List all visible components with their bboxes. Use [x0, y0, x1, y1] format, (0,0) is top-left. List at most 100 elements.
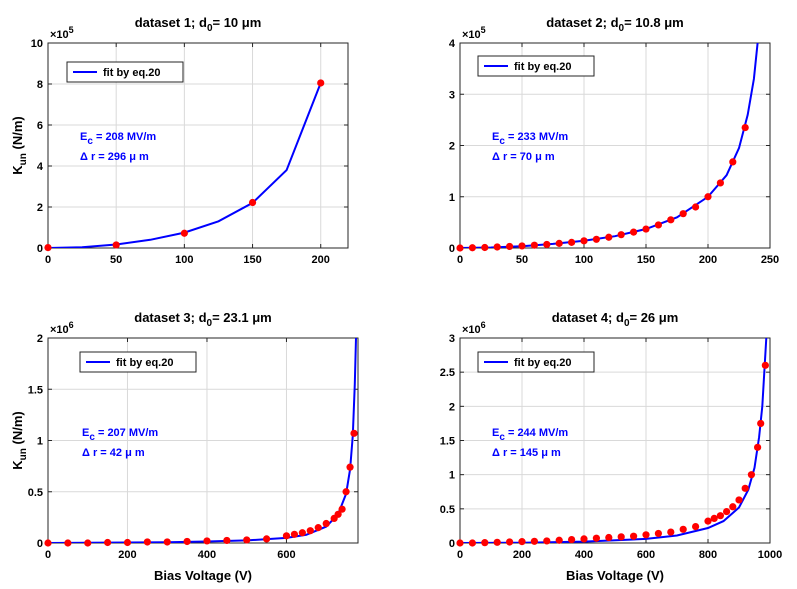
data-point [617, 533, 625, 541]
data-point [630, 228, 638, 236]
data-point [704, 517, 712, 525]
x-axis-label: Bias Voltage (V) [154, 568, 252, 583]
data-point [306, 527, 314, 535]
data-point [580, 535, 588, 543]
data-point [203, 537, 211, 545]
axes-frame [47, 42, 349, 249]
data-point [64, 539, 72, 547]
data-point [667, 528, 675, 536]
data-point [223, 536, 231, 545]
data-point [493, 243, 501, 251]
data-point [44, 243, 52, 252]
annotation-dr: Δ r = 42 μ m [82, 447, 145, 459]
data-point [346, 463, 354, 471]
data-point [350, 429, 358, 437]
data-point [338, 505, 346, 513]
legend-label: fit by eq.20 [514, 357, 571, 369]
annotation-ec: Ec = 207 MV/m [82, 427, 158, 443]
data-point [754, 443, 762, 451]
legend-label: fit by eq.20 [116, 357, 173, 369]
data-point [180, 229, 188, 237]
data-point [112, 241, 120, 249]
x-tick-label: 0 [457, 549, 463, 561]
x-tick-label: 100 [575, 254, 593, 266]
x-tick-label: 200 [513, 549, 531, 561]
y-tick-label: 1 [449, 470, 455, 482]
x-tick-label: 100 [175, 254, 193, 266]
data-point [568, 535, 576, 544]
x-tick-label: 50 [516, 254, 528, 266]
y-tick-label: 1.5 [28, 384, 43, 396]
data-point [617, 231, 625, 239]
x-tick-label: 0 [457, 254, 463, 266]
chart-title: dataset 1; d0= 10 μm [135, 15, 262, 34]
legend-label: fit by eq.20 [103, 67, 160, 79]
y-tick-label: 4 [37, 161, 44, 173]
annotation-ec: Ec = 233 MV/m [492, 131, 568, 147]
data-point [506, 242, 514, 251]
y-tick-label: 0.5 [440, 504, 455, 516]
data-point [518, 538, 526, 546]
data-point [282, 532, 291, 540]
data-point [580, 237, 588, 245]
data-point [530, 537, 539, 545]
data-point [729, 503, 737, 511]
y-exponent-label: ×106 [462, 320, 486, 336]
y-tick-label: 0 [37, 243, 43, 255]
data-point [757, 419, 765, 428]
panel-4: 0 200 400 600 800 1000 0 0.5 1 1.5 2 2.5 3 ×106 datase… [440, 310, 783, 583]
data-point [667, 216, 675, 224]
data-point [592, 534, 601, 542]
data-point [605, 233, 613, 241]
panel-2: 0 50 100 150 200 250 0 1 2 3 4 ×105 dataset 2; d0= 1… [449, 15, 779, 266]
data-point [543, 537, 551, 545]
legend-box [66, 61, 184, 83]
data-point [747, 471, 756, 479]
x-tick-label: 800 [699, 549, 717, 561]
panel-3: 0 200 400 600 0 0.5 1 1.5 2 ×106 dataset 3; d0= 23… [10, 310, 359, 583]
annotation-ec: Ec = 208 MV/m [80, 131, 156, 147]
y-tick-label: 6 [37, 120, 43, 132]
y-tick-label: 2 [37, 202, 43, 214]
annotation-dr: Δ r = 296 μ m [80, 151, 149, 163]
chart-title: dataset 3; d0= 23.1 μm [134, 310, 271, 329]
legend: fit by eq.20 [477, 55, 595, 77]
y-tick-label: 4 [449, 38, 456, 50]
legend: fit by eq.20 [477, 351, 595, 373]
data-point [468, 539, 476, 547]
data-point [342, 488, 350, 496]
data-point [456, 539, 464, 547]
data-point [163, 538, 171, 546]
data-point [729, 158, 737, 166]
data-point [654, 529, 663, 538]
y-tick-label: 2 [449, 401, 455, 413]
legend: fit by eq.20 [79, 351, 197, 373]
data-point [243, 536, 251, 544]
y-tick-label: 2.5 [440, 367, 455, 379]
x-tick-label: 400 [575, 549, 593, 561]
y-tick-label: 3 [449, 89, 455, 101]
legend-box [79, 351, 197, 373]
y-exponent-label: ×105 [462, 25, 486, 41]
data-point [456, 244, 464, 252]
data-point [506, 538, 514, 546]
data-point [317, 79, 325, 87]
y-tick-label: 2 [37, 333, 43, 345]
data-point [481, 539, 489, 547]
data-point [314, 524, 322, 532]
data-point [468, 244, 476, 252]
data-point [642, 531, 650, 539]
data-point [654, 221, 663, 229]
data-point [543, 240, 551, 249]
panel-1: 0 50 100 150 200 0 2 4 6 8 10 ×105 dataset 1; d0= 10… [10, 15, 349, 266]
data-point [679, 525, 687, 533]
x-tick-label: 250 [761, 254, 779, 266]
legend-box [477, 55, 595, 77]
legend-label: fit by eq.20 [514, 61, 571, 73]
data-point [262, 535, 271, 543]
legend: fit by eq.20 [66, 61, 184, 83]
data-point [716, 179, 725, 187]
data-point [692, 203, 700, 211]
y-axis-label: Kun (N/m) [10, 411, 29, 469]
data-point [334, 510, 342, 518]
